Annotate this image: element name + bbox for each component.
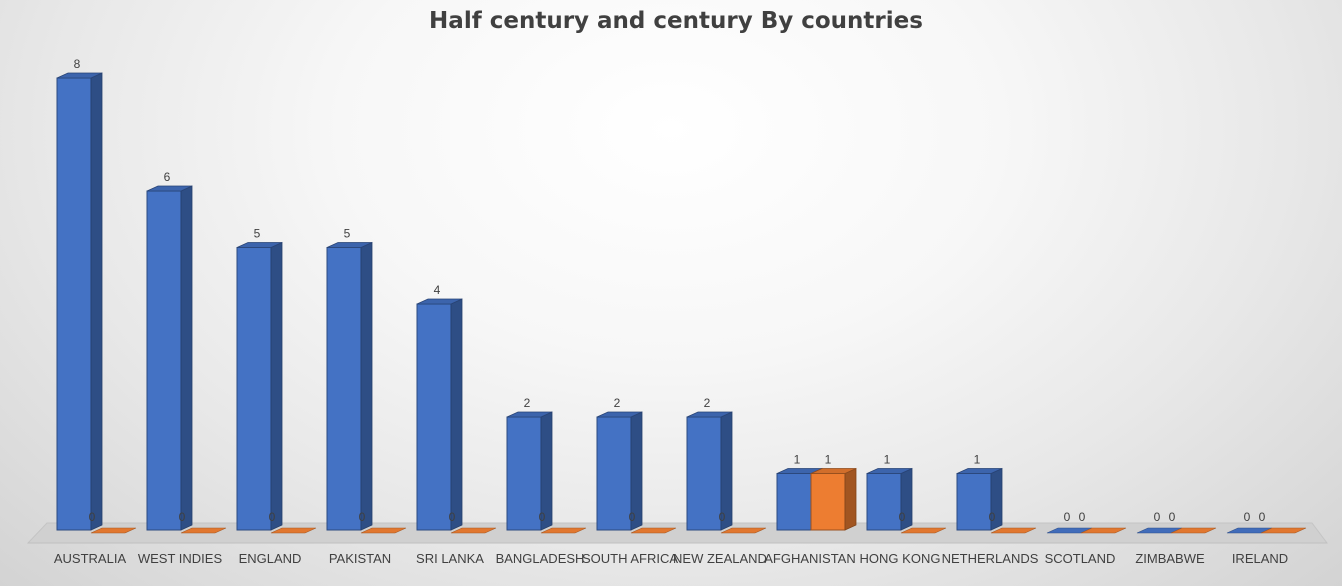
data-label-series2: 0 [629,510,636,524]
floor-plane [26,522,1328,544]
category-label: PAKISTAN [329,551,391,566]
bar-series1-5 [506,411,553,531]
bar-series1-4 [416,298,463,531]
category-label: BANGLADESH [496,551,585,566]
category-label: IRELAND [1232,551,1288,566]
data-label-series1: 5 [344,227,351,241]
data-label-series2: 1 [825,453,832,467]
data-label-series1: 1 [974,453,981,467]
data-label-series2: 0 [1079,510,1086,524]
data-label-series2: 0 [539,510,546,524]
bar-series1-6 [596,411,643,531]
category-axis: AUSTRALIA WEST INDIES ENGLAND PAKISTAN SRI L… [54,551,1288,566]
category-label: AFGHANISTAN [764,551,856,566]
data-label-series1: 6 [164,170,171,184]
data-label-series1: 0 [1244,510,1251,524]
bar-series2-8 [810,467,857,531]
bar-series2-1 [180,527,227,534]
data-label-series2: 0 [1259,510,1266,524]
bar-series2-3 [360,527,407,534]
data-label-series2: 0 [89,510,96,524]
bar-series2-0 [90,527,137,534]
category-label: AUSTRALIA [54,551,127,566]
bar-series2-6 [630,527,677,534]
chart-title: Half century and century By countries [429,8,923,34]
bar-series1-3 [326,241,373,531]
data-label-series2: 0 [989,510,996,524]
bar-series1-10 [956,467,1003,531]
bar-series1-0 [56,72,103,531]
data-label-series2: 0 [179,510,186,524]
data-label-series2: 0 [359,510,366,524]
bar-series1-7 [686,411,733,531]
data-label-series2: 0 [1169,510,1176,524]
bar-series2-12 [1170,527,1217,534]
bar-series1-2 [236,241,283,531]
bar-series2-2 [270,527,317,534]
data-label-series1: 2 [614,396,621,410]
category-label: NEW ZEALAND [673,551,767,566]
bar-group [56,72,1307,534]
bar-series1-9 [866,467,913,531]
category-label: WEST INDIES [138,551,223,566]
data-label-series2: 0 [269,510,276,524]
data-label-series1: 8 [74,57,81,71]
data-label-series1: 4 [434,283,441,297]
chart-floor [26,522,1328,544]
data-label-series1: 5 [254,227,261,241]
bar-series2-11 [1080,527,1127,534]
category-label: SOUTH AFRICA [582,551,678,566]
category-label: NETHERLANDS [942,551,1039,566]
data-label-series1: 2 [704,396,711,410]
bar-series2-5 [540,527,587,534]
data-label-series2: 0 [899,510,906,524]
bar-series2-7 [720,527,767,534]
data-label-series1: 1 [794,453,801,467]
bar-series2-4 [450,527,497,534]
data-label-series1: 0 [1064,510,1071,524]
category-label: ENGLAND [239,551,302,566]
bar-series1-1 [146,185,193,531]
category-label: SCOTLAND [1045,551,1116,566]
bar-series2-13 [1260,527,1307,534]
bar-series2-9 [900,527,947,534]
data-label-series1: 0 [1154,510,1161,524]
data-label-series1: 1 [884,453,891,467]
category-label: SRI LANKA [416,551,484,566]
data-label-series1: 2 [524,396,531,410]
data-label-series2: 0 [719,510,726,524]
bar-series2-10 [990,527,1037,534]
category-label: HONG KONG [860,551,941,566]
data-label-series2: 0 [449,510,456,524]
category-label: ZIMBABWE [1135,551,1205,566]
